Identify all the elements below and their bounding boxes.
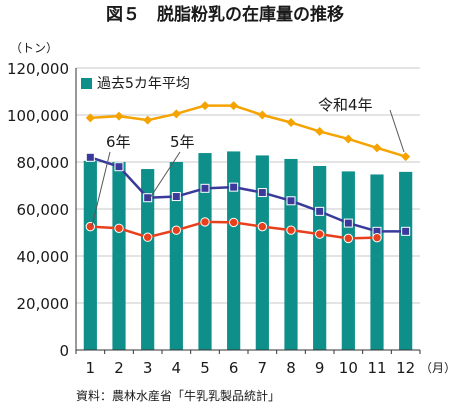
data-point	[229, 101, 239, 111]
x-tick-label: 6	[229, 359, 239, 377]
y-tick-label: 80,000	[17, 154, 70, 172]
bar	[83, 160, 97, 350]
series-line	[89, 156, 406, 233]
chart-title: 図５ 脱脂粉乳の在庫量の推移	[106, 4, 344, 25]
data-point	[372, 232, 382, 243]
annotation-leader-year6	[91, 151, 111, 227]
bar	[112, 162, 126, 350]
line-series	[85, 101, 411, 162]
line-series	[85, 101, 411, 244]
data-point	[143, 115, 153, 125]
data-point	[114, 223, 124, 233]
source-note: 資料：農林水産省「牛乳乳製品統計」	[76, 388, 280, 403]
axes	[75, 68, 421, 354]
data-point	[257, 188, 267, 198]
y-tick-label: 40,000	[17, 248, 70, 266]
data-point	[85, 113, 95, 123]
x-tick-label: 4	[172, 359, 182, 377]
bar-series-5yr-average	[83, 151, 413, 350]
x-axis-tick-labels: 1 2 3 4 5 6 7 8 9 10 11 12	[86, 359, 416, 377]
annotation-reiwa4: 令和4年	[318, 96, 373, 114]
y-tick-label: 60,000	[17, 201, 70, 219]
x-tick-label: 8	[286, 359, 296, 377]
data-point	[286, 196, 296, 206]
data-point	[257, 110, 267, 120]
series-line	[90, 104, 407, 158]
data-point	[372, 143, 382, 153]
data-point	[114, 111, 124, 121]
data-point	[257, 221, 268, 232]
bar	[198, 153, 212, 350]
line-series	[85, 217, 382, 244]
y-tick-label: 20,000	[17, 295, 70, 313]
data-point	[114, 162, 124, 172]
bar	[284, 158, 298, 350]
data-point	[401, 152, 411, 162]
annotation-leader-year5	[149, 151, 181, 199]
data-point	[171, 192, 181, 202]
x-tick-label: 5	[200, 359, 210, 377]
x-tick-label: 7	[258, 359, 268, 377]
data-point	[286, 118, 296, 128]
data-point	[171, 109, 181, 119]
data-point	[343, 233, 354, 244]
data-point	[142, 232, 153, 242]
data-point	[143, 193, 153, 203]
data-point	[85, 221, 96, 232]
bar	[370, 174, 384, 350]
legend-label: 過去5カ年平均	[97, 76, 190, 92]
data-point	[315, 126, 325, 136]
series-annotations: 令和4年 6年 5年	[91, 96, 405, 227]
x-axis-unit-label: （月）	[420, 361, 450, 375]
x-tick-label: 11	[367, 359, 386, 377]
legend: 過去5カ年平均	[81, 76, 190, 92]
data-point	[343, 218, 353, 228]
data-point	[315, 206, 325, 216]
bar	[341, 171, 355, 350]
y-axis-unit-label: （トン）	[10, 41, 58, 55]
bar	[227, 151, 241, 350]
bar	[141, 169, 155, 350]
annotation-year6: 6年	[106, 133, 131, 151]
data-point	[229, 182, 239, 192]
data-point	[200, 101, 210, 111]
y-tick-label: 120,000	[7, 60, 69, 78]
x-tick-label: 3	[143, 359, 153, 377]
legend-swatch	[81, 78, 92, 89]
annotation-year5: 5年	[170, 133, 195, 151]
bar	[255, 155, 269, 350]
data-point	[200, 217, 210, 227]
x-tick-label: 10	[339, 359, 358, 377]
data-point	[171, 225, 182, 235]
line-series	[85, 152, 411, 236]
x-tick-label: 9	[315, 359, 325, 377]
x-tick-label: 2	[114, 359, 124, 377]
data-point	[286, 225, 296, 235]
y-tick-label: 100,000	[7, 107, 69, 125]
bar	[313, 165, 327, 350]
x-tick-label: 1	[86, 359, 96, 377]
annotation-leader-reiwa4	[389, 109, 405, 153]
bar	[169, 162, 183, 350]
data-point	[343, 134, 353, 144]
data-point	[85, 152, 95, 162]
data-point	[314, 229, 325, 239]
y-axis-tick-labels: 0 20,000 40,000 60,000 80,000 100,000 120,000	[7, 60, 69, 360]
grid-lines	[76, 67, 420, 304]
data-point	[200, 183, 210, 193]
bar	[399, 171, 413, 350]
y-tick-label: 0	[59, 342, 69, 360]
x-tick-label: 12	[396, 359, 415, 377]
data-point	[228, 217, 239, 228]
data-point	[401, 226, 411, 236]
